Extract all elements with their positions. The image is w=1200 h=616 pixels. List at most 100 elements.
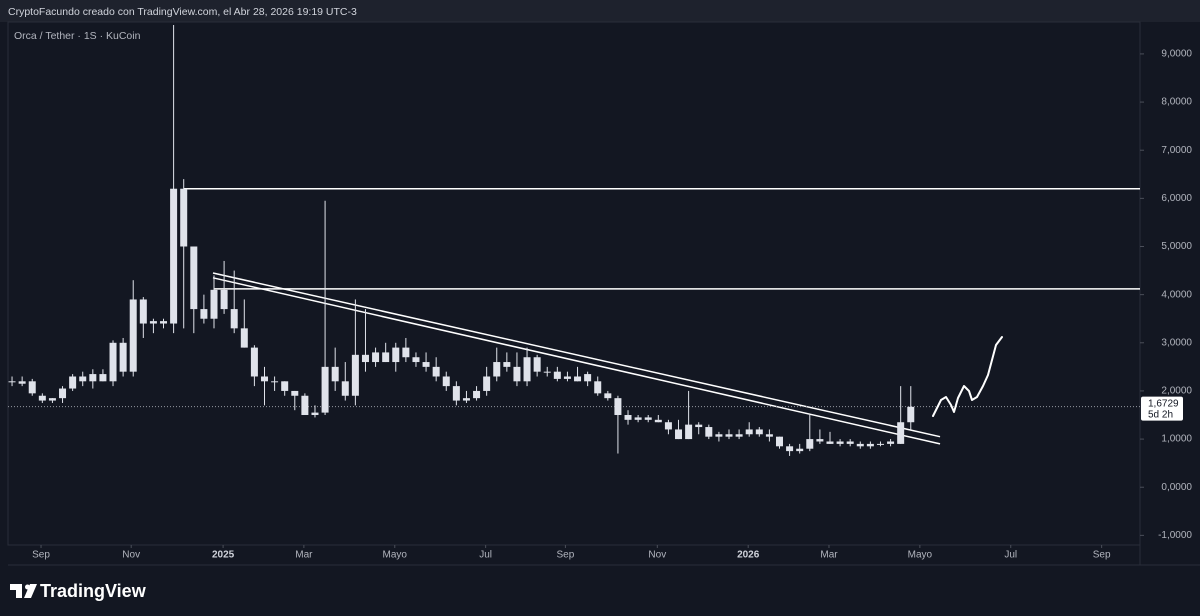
candle-body (856, 443, 864, 447)
candle-body (210, 289, 218, 319)
last-price-box (1141, 396, 1183, 421)
candle-body (139, 299, 147, 324)
candle-body (99, 374, 107, 382)
candle-body (341, 381, 349, 396)
x-tick-label: Sep (1093, 550, 1111, 561)
candle-body (624, 415, 632, 420)
y-tick-label: 8,0000 (1161, 97, 1192, 108)
candle-body (412, 357, 420, 363)
candle-body (79, 376, 87, 382)
candle-body (48, 398, 56, 401)
candle-body (382, 352, 390, 363)
candle-body (69, 376, 77, 389)
candle-body (18, 381, 26, 384)
candle-body (654, 419, 662, 423)
candle-body (755, 429, 763, 435)
candle-body (876, 443, 884, 445)
candle-body (89, 374, 97, 382)
candle-body (846, 441, 854, 444)
candle-body (897, 422, 905, 444)
y-tick-label: 7,0000 (1161, 145, 1192, 156)
candle-body (836, 441, 844, 444)
brand-logo-dot (25, 584, 30, 590)
candle-body (907, 406, 915, 423)
candle-body (200, 309, 208, 319)
candle-body (786, 446, 794, 452)
brand-logo (10, 584, 37, 598)
candle-body (311, 412, 319, 416)
y-tick-label: 3,0000 (1161, 337, 1192, 348)
x-tick-label: 2026 (737, 550, 760, 561)
candle-body (462, 398, 470, 401)
last-price-label: 1,6729 (1148, 398, 1179, 409)
x-tick-label: 2025 (212, 550, 235, 561)
x-tick-label: Sep (32, 550, 50, 561)
header-text: CryptoFacundo creado con TradingView.com… (8, 6, 357, 18)
candle-body (594, 381, 602, 394)
candle-body (725, 434, 733, 437)
x-tick-label: Sep (557, 550, 575, 561)
y-tick-label: 1,0000 (1161, 434, 1192, 445)
candle-body (604, 393, 612, 399)
candle-body (745, 429, 753, 435)
candle-body (180, 188, 188, 247)
x-tick-label: Jul (479, 550, 492, 561)
candle-body (806, 439, 814, 449)
y-tick-label: 6,0000 (1161, 193, 1192, 204)
candle-body (816, 439, 824, 442)
candle-body (523, 357, 531, 382)
candle-body (402, 347, 410, 358)
candle-body (563, 376, 571, 379)
plot-layer (8, 25, 1140, 456)
candle-body (432, 366, 440, 377)
candle-body (422, 362, 430, 367)
candle-body (675, 429, 683, 440)
candle-body (715, 434, 723, 437)
x-tick-label: Jul (1004, 550, 1017, 561)
candle-body (452, 386, 460, 401)
candle-body (574, 376, 582, 382)
candle-body (119, 342, 127, 372)
candle-body (584, 374, 592, 382)
candle-body (614, 398, 622, 416)
candle-body (553, 371, 561, 379)
candle-body (170, 188, 178, 324)
x-tick-label: Mayo (383, 550, 408, 561)
candle-body (765, 434, 773, 437)
candle-body (775, 436, 783, 447)
x-tick-label: Mayo (908, 550, 933, 561)
x-tick-label: Nov (122, 550, 140, 561)
candle-body (392, 347, 400, 363)
candle-body (59, 388, 67, 399)
candle-body (351, 354, 359, 396)
candle-body (473, 390, 481, 399)
y-tick-label: 5,0000 (1161, 241, 1192, 252)
candle-body (685, 424, 693, 440)
y-tick-label: 0,0000 (1161, 482, 1192, 493)
candle-body (301, 395, 309, 416)
x-tick-label: Mar (295, 550, 313, 561)
candle-body (866, 443, 874, 447)
x-tick-label: Nov (648, 550, 666, 561)
candle-body (543, 371, 551, 373)
candle-body (735, 434, 743, 437)
symbol-title: Orca / Tether · 1S · KuCoin (14, 30, 141, 42)
candle-body (149, 321, 157, 324)
candle-body (826, 441, 834, 444)
candle-body (493, 362, 501, 377)
countdown-label: 5d 2h (1148, 409, 1173, 420)
candle-body (8, 381, 16, 383)
candle-body (442, 376, 450, 387)
candle-body (503, 362, 511, 367)
candle-body (644, 417, 652, 420)
candle-body (240, 328, 248, 348)
candle-body (634, 417, 642, 420)
y-tick-label: 4,0000 (1161, 289, 1192, 300)
candle-body (705, 427, 713, 437)
candle-body (887, 441, 895, 444)
brand-name: TradingView (40, 581, 147, 601)
candle-body (796, 448, 804, 452)
y-tick-label: -1,0000 (1158, 530, 1192, 541)
candle-body (220, 289, 228, 310)
